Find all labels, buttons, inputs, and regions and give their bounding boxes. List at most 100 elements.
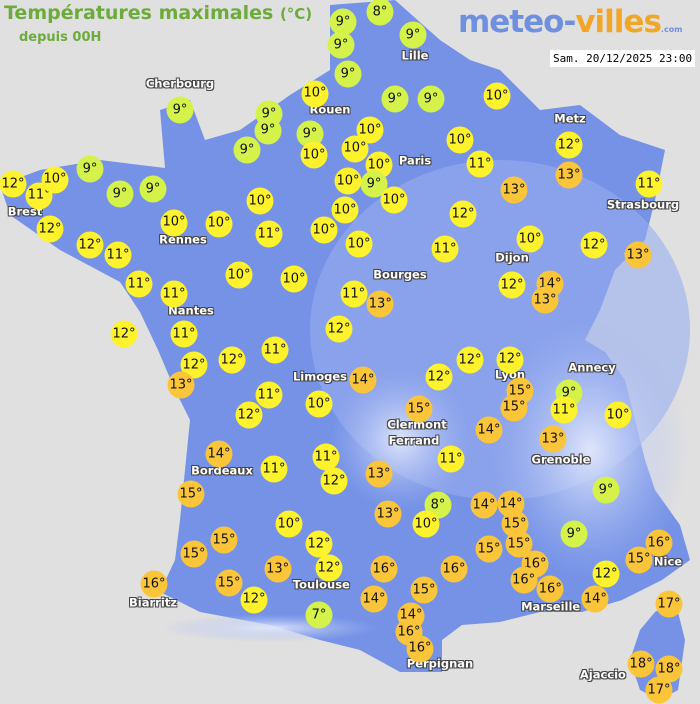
temperature-marker[interactable]: 14° <box>470 491 498 519</box>
temperature-marker[interactable]: 16° <box>140 570 168 598</box>
temperature-marker[interactable]: 9° <box>360 170 388 198</box>
temperature-marker[interactable]: 11° <box>550 396 578 424</box>
temperature-marker[interactable]: 11° <box>170 320 198 348</box>
temperature-marker[interactable]: 16° <box>406 635 434 663</box>
temperature-marker[interactable]: 11° <box>437 445 465 473</box>
temperature-marker[interactable]: 11° <box>104 241 132 269</box>
temperature-marker[interactable]: 13° <box>555 161 583 189</box>
temperature-marker[interactable]: 10° <box>356 116 384 144</box>
temperature-marker[interactable]: 8° <box>366 0 394 26</box>
temperature-marker[interactable]: 9° <box>334 60 362 88</box>
temperature-marker[interactable]: 12° <box>305 530 333 558</box>
temperature-marker[interactable]: 9° <box>417 85 445 113</box>
temperature-marker[interactable]: 17° <box>645 676 673 704</box>
temperature-marker[interactable]: 14° <box>360 585 388 613</box>
temperature-marker[interactable]: 12° <box>496 346 524 374</box>
temperature-marker[interactable]: 7° <box>305 601 333 629</box>
temperature-marker[interactable]: 12° <box>592 560 620 588</box>
temperature-marker[interactable]: 11° <box>466 150 494 178</box>
temperature-marker[interactable]: 10° <box>301 80 329 108</box>
temperature-marker[interactable]: 10° <box>334 167 362 195</box>
temperature-marker[interactable]: 10° <box>380 186 408 214</box>
temperature-marker[interactable]: 9° <box>233 136 261 164</box>
temperature-marker[interactable]: 13° <box>374 500 402 528</box>
temperature-marker[interactable]: 10° <box>275 510 303 538</box>
temperature-marker[interactable]: 12° <box>36 215 64 243</box>
temperature-marker[interactable]: 15° <box>215 569 243 597</box>
temperature-marker[interactable]: 9° <box>560 520 588 548</box>
temperature-marker[interactable]: 15° <box>177 480 205 508</box>
temperature-marker[interactable]: 12° <box>0 170 27 198</box>
temperature-marker[interactable]: 11° <box>261 336 289 364</box>
temperature-marker[interactable]: 14° <box>475 416 503 444</box>
temperature-marker[interactable]: 10° <box>305 390 333 418</box>
temperature-marker[interactable]: 10° <box>310 216 338 244</box>
temperature-marker[interactable]: 12° <box>425 363 453 391</box>
temperature-marker[interactable]: 12° <box>555 131 583 159</box>
temperature-marker[interactable]: 16° <box>370 555 398 583</box>
temperature-marker[interactable]: 12° <box>76 231 104 259</box>
temperature-marker[interactable]: 13° <box>167 371 195 399</box>
temperature-marker[interactable]: 15° <box>500 394 528 422</box>
temperature-marker[interactable]: 15° <box>405 395 433 423</box>
temperature-marker[interactable]: 9° <box>381 85 409 113</box>
temperature-marker[interactable]: 15° <box>180 540 208 568</box>
temperature-marker[interactable]: 15° <box>410 576 438 604</box>
temperature-marker[interactable]: 10° <box>516 225 544 253</box>
temperature-marker[interactable]: 10° <box>160 209 188 237</box>
temperature-marker[interactable]: 12° <box>320 467 348 495</box>
temperature-marker[interactable]: 9° <box>106 180 134 208</box>
temperature-marker[interactable]: 9° <box>166 96 194 124</box>
temperature-marker[interactable]: 12° <box>110 320 138 348</box>
temperature-marker[interactable]: 15° <box>625 546 653 574</box>
temperature-marker[interactable]: 11° <box>160 280 188 308</box>
temperature-marker[interactable]: 10° <box>331 196 359 224</box>
temperature-marker[interactable]: 11° <box>260 455 288 483</box>
temperature-marker[interactable]: 12° <box>240 586 268 614</box>
temperature-marker[interactable]: 12° <box>315 554 343 582</box>
temperature-marker[interactable]: 14° <box>349 366 377 394</box>
temperature-marker[interactable]: 15° <box>505 530 533 558</box>
temperature-marker[interactable]: 12° <box>498 271 526 299</box>
temperature-marker[interactable]: 10° <box>341 135 369 163</box>
temperature-marker[interactable]: 15° <box>475 535 503 563</box>
temperature-marker[interactable]: 12° <box>235 401 263 429</box>
temperature-marker[interactable]: 11° <box>635 170 663 198</box>
temperature-marker[interactable]: 9° <box>327 31 355 59</box>
temperature-marker[interactable]: 10° <box>280 265 308 293</box>
temperature-marker[interactable]: 9° <box>139 175 167 203</box>
temperature-marker[interactable]: 14° <box>536 270 564 298</box>
temperature-marker[interactable]: 12° <box>218 346 246 374</box>
temperature-marker[interactable]: 11° <box>312 443 340 471</box>
temperature-marker[interactable]: 13° <box>531 286 559 314</box>
temperature-marker[interactable]: 15° <box>210 526 238 554</box>
temperature-marker[interactable]: 13° <box>366 290 394 318</box>
temperature-marker[interactable]: 9° <box>254 117 282 145</box>
meteo-villes-logo[interactable]: meteo-villes.com <box>458 4 683 40</box>
temperature-marker[interactable]: 12° <box>180 351 208 379</box>
temperature-marker[interactable]: 10° <box>604 401 632 429</box>
temperature-marker[interactable]: 13° <box>264 555 292 583</box>
temperature-marker[interactable]: 9° <box>399 21 427 49</box>
temperature-marker[interactable]: 11° <box>255 381 283 409</box>
temperature-marker[interactable]: 14° <box>205 440 233 468</box>
temperature-marker[interactable]: 10° <box>205 210 233 238</box>
temperature-marker[interactable]: 11° <box>431 235 459 263</box>
temperature-marker[interactable]: 16° <box>510 566 538 594</box>
temperature-marker[interactable]: 11° <box>125 270 153 298</box>
temperature-marker[interactable]: 16° <box>536 575 564 603</box>
temperature-marker[interactable]: 12° <box>449 200 477 228</box>
temperature-marker[interactable]: 10° <box>483 82 511 110</box>
temperature-marker[interactable]: 13° <box>539 425 567 453</box>
temperature-marker[interactable]: 17° <box>655 590 683 618</box>
temperature-marker[interactable]: 12° <box>325 315 353 343</box>
temperature-marker[interactable]: 11° <box>340 280 368 308</box>
temperature-marker[interactable]: 10° <box>412 510 440 538</box>
temperature-marker[interactable]: 9° <box>592 476 620 504</box>
temperature-marker[interactable]: 18° <box>627 650 655 678</box>
temperature-marker[interactable]: 10° <box>246 187 274 215</box>
temperature-marker[interactable]: 16° <box>440 555 468 583</box>
temperature-marker[interactable]: 10° <box>345 230 373 258</box>
temperature-marker[interactable]: 14° <box>581 585 609 613</box>
temperature-marker[interactable]: 11° <box>255 220 283 248</box>
